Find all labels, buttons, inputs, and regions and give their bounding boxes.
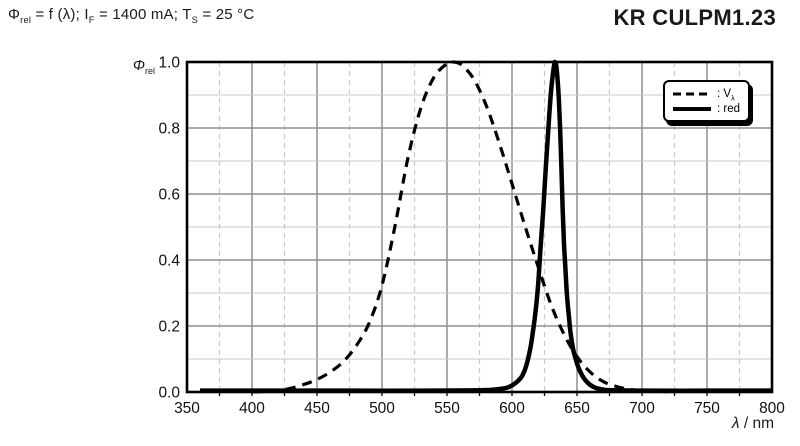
x-tick-label: 450: [304, 400, 330, 417]
legend-label: : Vλ: [717, 87, 735, 102]
text-segment: : V: [717, 87, 732, 100]
y-tick-label: 0.0: [158, 385, 180, 402]
x-tick-label: 800: [759, 400, 785, 417]
x-axis-label: λ / nm: [732, 415, 774, 433]
dashed-line-sample-icon: [673, 92, 711, 95]
y-tick-label: 0.2: [158, 319, 180, 336]
text-segment: Φ: [8, 6, 21, 23]
solid-line-sample-icon: [673, 106, 711, 111]
x-tick-label: 400: [239, 400, 265, 417]
x-tick-label: 750: [694, 400, 720, 417]
text-segment: / nm: [739, 415, 774, 432]
text-segment: = 1400 mA; T: [94, 6, 192, 23]
text-segment: rel: [145, 65, 155, 76]
text-segment: = f (λ); I: [31, 6, 89, 23]
x-tick-label: 600: [499, 400, 525, 417]
x-tick-label: 350: [174, 400, 200, 417]
legend-label: : red: [717, 103, 740, 115]
text-segment: = 25 °C: [198, 6, 255, 23]
x-tick-label: 650: [564, 400, 590, 417]
curve-red: [200, 59, 772, 393]
chart-condition-title: Φrel = f (λ); IF = 1400 mA; TS = 25 °C: [8, 6, 255, 25]
text-segment: rel: [20, 15, 32, 25]
x-tick-label: 500: [369, 400, 395, 417]
y-tick-label: 1.0: [158, 55, 180, 72]
y-tick-label: 0.8: [158, 121, 180, 138]
y-tick-label: 0.6: [158, 187, 180, 204]
text-segment: Φ: [132, 58, 145, 74]
curve-v-lambda: [251, 60, 669, 394]
y-tick-label: 0.4: [158, 253, 180, 270]
y-axis-label: Φrel: [95, 58, 155, 76]
product-title: KR CULPM1.23: [613, 5, 776, 30]
text-segment: : red: [717, 102, 741, 115]
legend: : Vλ: red: [663, 80, 751, 122]
text-segment: S: [191, 15, 198, 25]
text-segment: λ: [731, 93, 735, 102]
text-segment: λ: [731, 415, 740, 432]
x-tick-label: 700: [629, 400, 655, 417]
text-segment: F: [88, 15, 95, 25]
x-tick-label: 550: [434, 400, 460, 417]
legend-entry-v-lambda: : Vλ: [672, 86, 740, 101]
legend-entry-red: : red: [672, 101, 740, 116]
